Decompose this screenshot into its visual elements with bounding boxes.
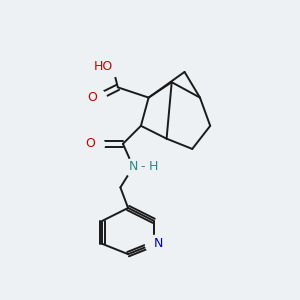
Text: -: - [140, 160, 145, 173]
Text: O: O [85, 137, 95, 150]
Text: O: O [87, 91, 97, 104]
Text: H: H [148, 160, 158, 173]
Text: HO: HO [93, 60, 113, 73]
Text: N: N [154, 237, 163, 250]
Text: N: N [128, 160, 138, 173]
